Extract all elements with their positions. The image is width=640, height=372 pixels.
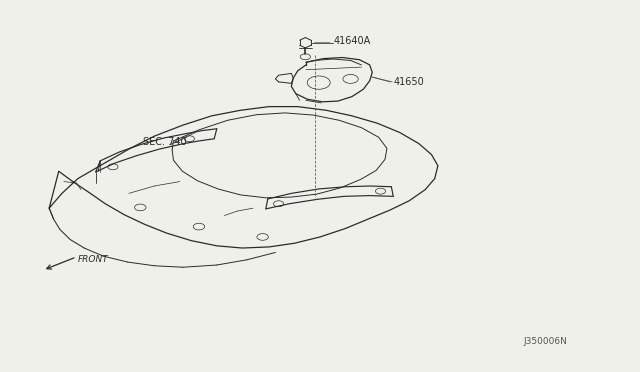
Text: J350006N: J350006N (524, 337, 568, 346)
Text: 41650: 41650 (394, 77, 424, 87)
Text: 41640A: 41640A (334, 36, 371, 46)
Text: FRONT: FRONT (78, 255, 109, 264)
Text: SEC. 740: SEC. 740 (143, 137, 186, 147)
